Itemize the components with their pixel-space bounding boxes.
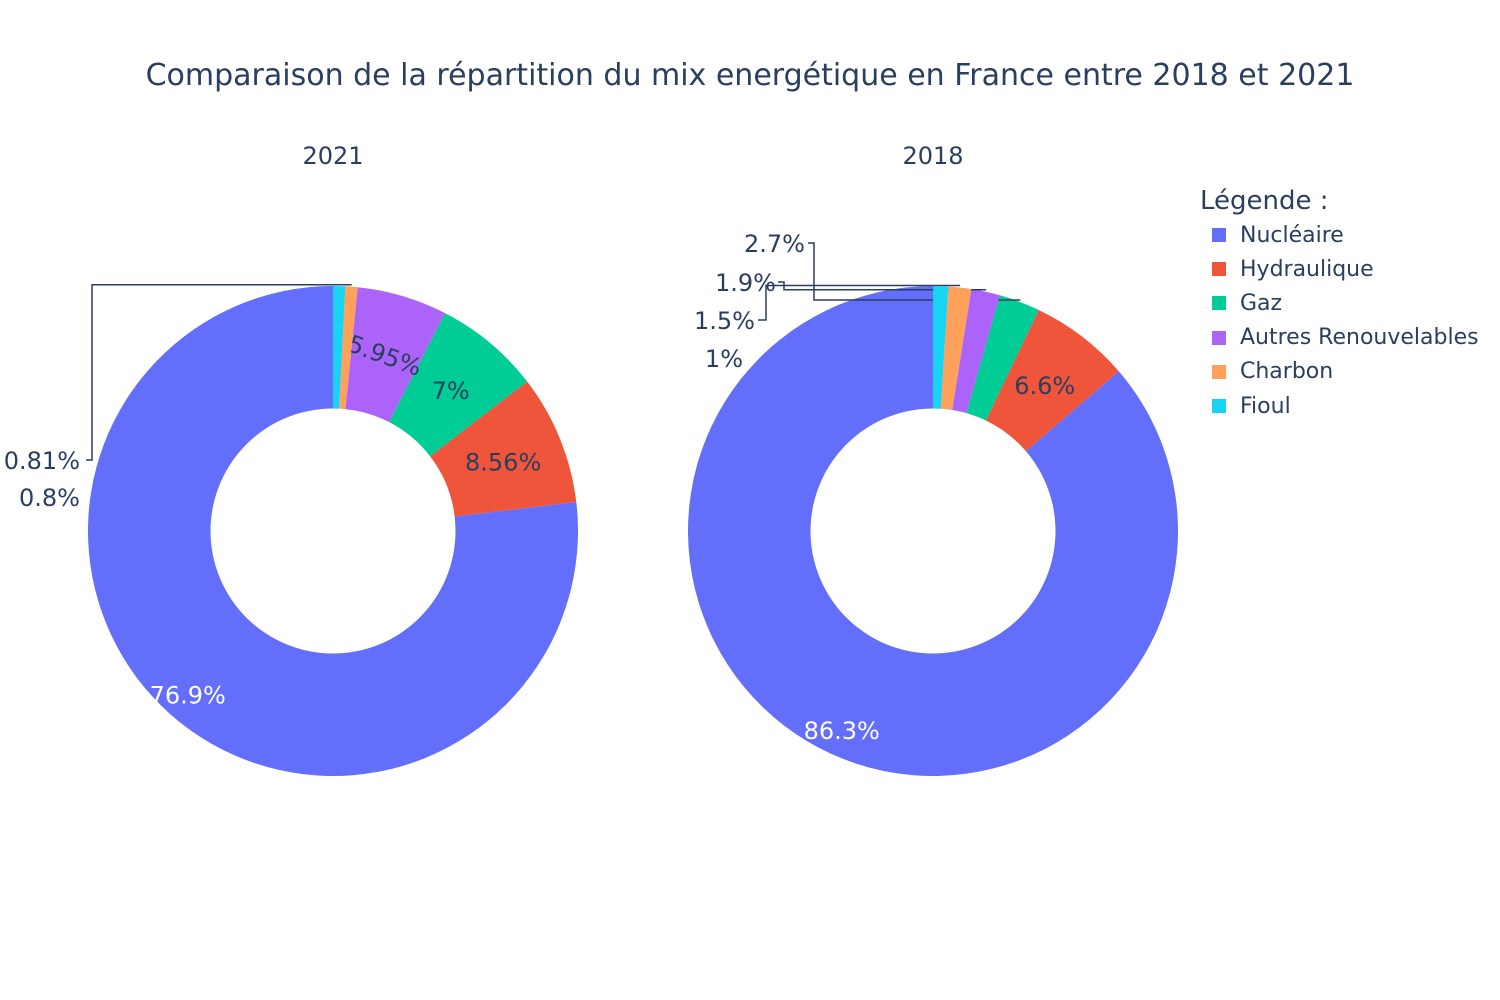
legend-swatch-icon bbox=[1212, 330, 1226, 345]
slice-label-2018-5: 1% bbox=[705, 345, 743, 373]
slice-label-2021-0: 76.9% bbox=[150, 682, 226, 710]
leader-line bbox=[808, 242, 1021, 301]
legend-swatch-icon bbox=[1212, 262, 1226, 277]
legend-label: Charbon bbox=[1240, 359, 1334, 385]
legend-swatch-icon bbox=[1212, 364, 1226, 379]
legend-item-gaz[interactable]: Gaz bbox=[1200, 286, 1479, 320]
slice-label-2018-3: 1.9% bbox=[715, 269, 776, 297]
chart-title: Comparaison de la répartition du mix ene… bbox=[145, 58, 1355, 93]
slice-2018-nucléaire[interactable] bbox=[687, 286, 1178, 776]
slice-2021-hydraulique[interactable] bbox=[430, 381, 577, 517]
leader-line bbox=[86, 283, 352, 461]
donut-2018: 86.3% 6.6% 2.7% 1.9% 1.5% 1% bbox=[687, 230, 1178, 776]
legend-swatch-icon bbox=[1212, 399, 1226, 414]
legend-title: Légende : bbox=[1200, 186, 1329, 216]
legend-label: Nucléaire bbox=[1240, 222, 1344, 248]
slice-label-2018-4: 1.5% bbox=[694, 307, 755, 335]
slice-2018-charbon[interactable] bbox=[940, 286, 972, 411]
slice-label-2018-0: 86.3% bbox=[804, 717, 880, 745]
legend-swatch-icon bbox=[1212, 228, 1226, 243]
legend-label: Hydraulique bbox=[1240, 256, 1374, 282]
slice-2021-charbon[interactable] bbox=[339, 286, 358, 410]
legend-label: Autres Renouvelables bbox=[1240, 325, 1479, 351]
legend-item-charbon[interactable]: Charbon bbox=[1200, 355, 1479, 389]
legend-label: Gaz bbox=[1240, 290, 1283, 316]
pie-title-2021: 2021 bbox=[302, 142, 364, 170]
leader-line bbox=[758, 284, 961, 321]
slice-label-2021-5: 0.8% bbox=[19, 484, 80, 512]
slice-2021-autres-renouvelables[interactable] bbox=[345, 287, 446, 423]
slice-2021-fioul[interactable] bbox=[333, 286, 346, 409]
slice-2018-autres-renouvelables[interactable] bbox=[952, 289, 1000, 414]
slice-2018-hydraulique[interactable] bbox=[985, 309, 1119, 452]
pie-title-2018: 2018 bbox=[902, 142, 964, 170]
donut-2021: 76.9%8.56%7%5.95%0.81%0.8% bbox=[4, 283, 578, 776]
legend-swatch-icon bbox=[1212, 296, 1226, 311]
legend-item-fioul[interactable]: Fioul bbox=[1200, 389, 1479, 423]
slice-2018-fioul[interactable] bbox=[933, 286, 949, 409]
legend-label: Fioul bbox=[1240, 393, 1291, 419]
legend-item-hydraulique[interactable]: Hydraulique bbox=[1200, 252, 1479, 286]
slice-2018-gaz[interactable] bbox=[966, 295, 1039, 421]
legend: Légende : Nucléaire Hydraulique Gaz Autr… bbox=[1200, 186, 1479, 423]
slice-label-2021-1: 8.56% bbox=[465, 449, 541, 477]
slice-label-2018-1: 6.6% bbox=[1014, 372, 1075, 400]
slice-label-2018-2: 2.7% bbox=[744, 230, 805, 258]
slice-2021-gaz[interactable] bbox=[389, 313, 528, 457]
slice-label-2021-4: 0.81% bbox=[4, 447, 80, 475]
slice-label-2021-2: 7% bbox=[432, 377, 470, 405]
legend-item-autres-renouvelables[interactable]: Autres Renouvelables bbox=[1200, 321, 1479, 355]
legend-item-nucleaire[interactable]: Nucléaire bbox=[1200, 218, 1479, 252]
slice-2021-nucléaire[interactable] bbox=[87, 286, 578, 776]
